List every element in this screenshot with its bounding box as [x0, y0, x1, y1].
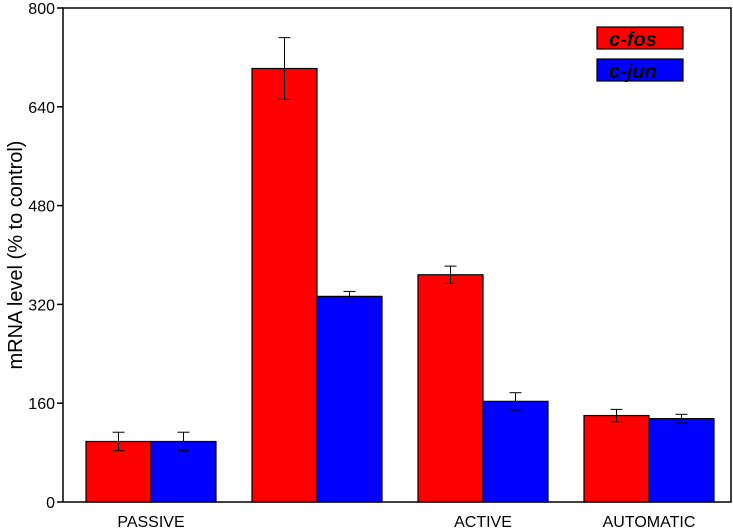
bar-c-jun-group-2: [316, 295, 383, 503]
bar-c-fos-AUTOMATIC: [583, 414, 650, 503]
y-tick-label: 640: [28, 100, 55, 117]
y-tick-label: 800: [28, 1, 55, 18]
legend-swatch-c-fos: [596, 26, 684, 50]
bars: [85, 37, 715, 503]
plot-frame: [62, 7, 732, 503]
legend-label-c-jun: c-jun: [609, 61, 657, 83]
legend: c-fos c-jun: [596, 26, 684, 83]
y-ticks: 0 160 320 480 640 800: [28, 1, 63, 512]
bar-c-jun-ACTIVE: [482, 400, 549, 503]
x-tick-labels: PASSIVE ACTIVE AUTOMATIC: [117, 514, 695, 531]
legend-label-c-fos: c-fos: [609, 29, 657, 51]
y-tick-label: 160: [28, 396, 55, 413]
y-tick-label: 320: [28, 297, 55, 314]
y-tick-label: 0: [46, 495, 55, 512]
bar-c-fos-ACTIVE: [417, 274, 484, 503]
x-tick-label: AUTOMATIC: [603, 514, 696, 531]
y-tick-label: 480: [28, 199, 55, 216]
bar-c-jun-AUTOMATIC: [648, 418, 715, 503]
x-tick-label: PASSIVE: [117, 514, 184, 531]
legend-swatch-c-jun: [596, 58, 684, 82]
bar-c-fos-group-2: [251, 67, 318, 503]
y-axis-title: mRNA level (% to control): [5, 141, 27, 370]
x-tick-label: ACTIVE: [454, 514, 512, 531]
